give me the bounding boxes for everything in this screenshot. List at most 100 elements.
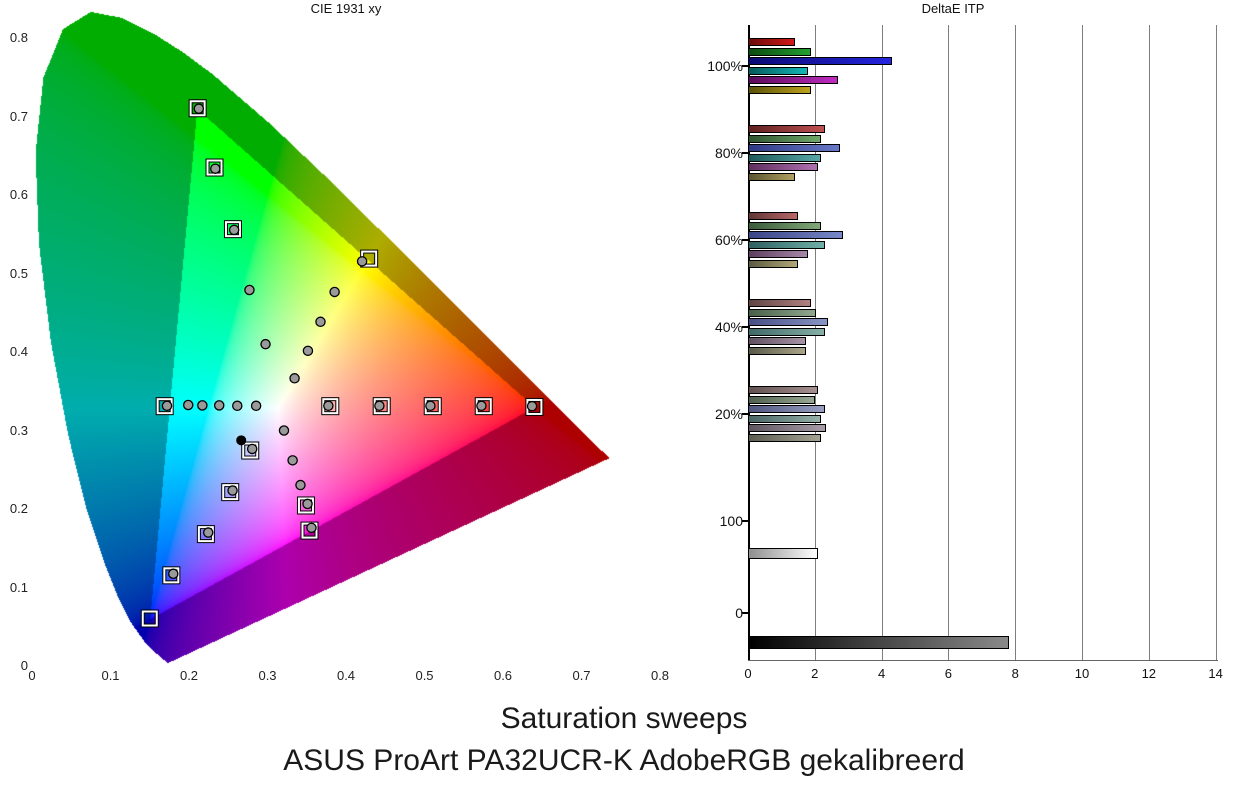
bar-60pct-green [748, 221, 822, 230]
gridline [881, 25, 883, 660]
measured-point-yellow [302, 345, 314, 357]
target-square-blue [141, 610, 158, 627]
y-tick-mark [742, 612, 748, 614]
cie-y-tick-label: 0 [20, 658, 28, 673]
report-caption: Saturation sweeps ASUS ProArt PA32UCR-K … [0, 698, 1248, 782]
measured-point-green [244, 284, 255, 296]
bar-40pct-green [748, 308, 817, 317]
measured-point-cyan [250, 400, 262, 412]
deltae-x-tick-label: 2 [811, 666, 819, 681]
target-square-magenta [297, 497, 314, 514]
y-tick-mark [742, 326, 748, 328]
caption-title: Saturation sweeps [500, 702, 748, 735]
deltae-x-tick-label: 14 [1208, 666, 1223, 681]
target-square-green [189, 100, 206, 117]
measured-point-blue [227, 485, 238, 496]
measured-point-red [476, 400, 487, 412]
bar-80pct-blue [748, 144, 840, 152]
bar-60pct-magenta [748, 250, 809, 258]
target-square-blue [163, 567, 180, 584]
cie-x-tick-label: 0.6 [493, 668, 513, 683]
bar-40pct-blue [748, 318, 829, 326]
cie-y-tick-label: 0.1 [9, 579, 28, 595]
cie-gamut-canvas [32, 10, 672, 666]
cie-x-tick-label: 0.4 [336, 668, 356, 683]
target-square-blue [242, 442, 259, 459]
cie-x-tick-label: 0 [28, 668, 36, 683]
bar-80pct-magenta [748, 163, 819, 171]
bar-40pct-magenta [748, 337, 807, 345]
cie-y-tick-label: 0.8 [9, 30, 28, 45]
y-tick-mark [742, 65, 748, 67]
deltae-chart-title: DeltaE ITP [921, 1, 985, 16]
measured-point-blue [168, 568, 179, 580]
bar-60pct-yellow [748, 259, 799, 268]
y-tick-mark [742, 239, 748, 241]
cie-y-tick-label: 0.2 [9, 501, 28, 516]
bar-100-white [748, 548, 819, 559]
bar-60pct-red [748, 212, 799, 220]
bar-20pct-magenta [748, 424, 827, 432]
measured-point-magenta [295, 479, 306, 491]
measured-point-cyan [182, 399, 194, 411]
measured-point-cyan [161, 400, 173, 412]
y-tick-mark [742, 520, 748, 522]
cie-x-tick-label: 0.5 [415, 668, 434, 683]
deltae-row-label: 40% [714, 319, 743, 335]
bar-20pct-blue [748, 405, 825, 413]
target-square-green [224, 221, 241, 238]
measured-point-red [526, 400, 538, 412]
measured-point-blue [202, 527, 214, 538]
deltae-row-label: 100% [707, 58, 743, 74]
measured-point-yellow [289, 373, 300, 384]
deltae-itp-chart: DeltaE ITP 0 2 4 6 8 10 12 14 100% 80% 60% 40% 20% 10… [707, 0, 1248, 694]
bar-0-black [748, 636, 1009, 649]
measured-point-magenta [287, 455, 298, 466]
measured-point-red [374, 400, 385, 412]
measured-point-green [210, 163, 221, 174]
measured-point-yellow [329, 286, 340, 298]
gridline [1148, 25, 1150, 660]
gridline [814, 25, 816, 660]
deltae-row-label: 60% [714, 232, 743, 248]
measured-point-red [323, 400, 334, 412]
bar-40pct-yellow [748, 346, 807, 355]
deltae-row-label: 100 [719, 513, 743, 529]
cie-x-tick-label: 0.7 [572, 668, 591, 683]
measured-point-magenta [302, 498, 313, 510]
bar-20pct-red [748, 386, 819, 394]
gridline [1015, 25, 1017, 660]
cie-x-tick-label: 0.3 [258, 668, 277, 683]
measured-point-blue [246, 443, 258, 455]
cie-y-tick-label: 0.3 [9, 422, 28, 438]
cie-x-tick-label: 0.1 [101, 668, 120, 683]
bar-20pct-yellow [748, 433, 822, 442]
caption-device: ASUS ProArt PA32UCR-K AdobeRGB gekalibre… [283, 744, 965, 777]
deltae-x-tick-label: 12 [1141, 666, 1157, 681]
measured-point-yellow [356, 256, 368, 267]
bar-80pct-red [748, 125, 825, 133]
measured-point-green [228, 224, 240, 236]
target-square-edge-blue [140, 609, 159, 628]
bar-40pct-cyan [748, 327, 825, 336]
cie-y-tick-label: 0.4 [9, 344, 28, 359]
bar-20pct-green [748, 395, 815, 404]
bar-60pct-cyan [748, 240, 825, 249]
bar-100pct-red [748, 38, 795, 46]
bar-100pct-magenta [748, 76, 839, 84]
gridline [948, 25, 950, 660]
measured-point-yellow [315, 316, 326, 328]
measured-point-red [425, 400, 436, 412]
cie-x-tick-label: 0.8 [650, 668, 670, 683]
cie-y-tick-label: 0.6 [9, 187, 28, 202]
measured-point-green [260, 338, 271, 350]
measured-point-cyan [232, 400, 243, 412]
bar-60pct-blue [748, 231, 844, 239]
measured-point-magenta [306, 522, 317, 534]
bar-80pct-cyan [748, 153, 822, 162]
cie-points-overlay [140, 99, 544, 628]
target-square-green [206, 159, 223, 176]
bar-80pct-green [748, 134, 822, 143]
deltae-x-tick-label: 0 [744, 666, 752, 681]
